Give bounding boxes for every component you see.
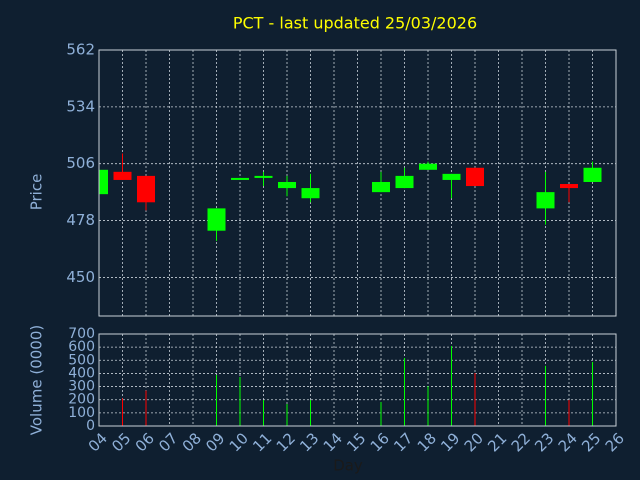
x-tick-label: 12 [273,429,299,455]
candle-body [278,181,296,189]
x-tick-label: 26 [602,429,628,455]
candle-body [583,167,602,182]
x-tick-label: 11 [249,429,275,455]
candle-body [207,208,226,231]
x-tick-label: 17 [390,429,416,455]
volume-frame [98,333,617,427]
y-axis-label: Volume (0000) [28,325,46,435]
y-tick-label: 478 [66,211,95,229]
x-tick-label: 15 [343,429,369,455]
chart-title: PCT - last updated 25/03/2026 [233,14,477,33]
candle-body [231,177,249,180]
y-tick-label: 100 [68,405,95,421]
candle-body [301,188,320,199]
candle-body [372,181,390,193]
x-tick-label: 10 [226,429,252,455]
x-tick-label: 23 [531,429,557,455]
x-axis-label: Day [333,457,363,475]
x-tick-label: 08 [179,429,205,455]
x-tick-label: 24 [555,429,581,455]
x-tick-label: 20 [461,429,487,455]
candle-body [99,169,108,195]
candle-body [536,192,555,209]
y-tick-label: 300 [68,379,95,395]
candle-body [137,175,155,203]
x-tick-label: 13 [296,429,322,455]
candle-body [560,184,578,189]
x-tick-label: 14 [320,429,346,455]
y-tick-label: 562 [66,41,95,59]
x-tick-label: 25 [578,429,604,455]
y-axis-label: Price [28,174,46,211]
x-tick-label: 21 [484,429,510,455]
candle-body [254,175,273,178]
candle-body [113,171,132,180]
x-tick-label: 18 [414,429,440,455]
y-tick-label: 450 [66,268,95,286]
y-tick-label: 200 [68,392,95,408]
x-tick-label: 05 [108,429,134,455]
y-tick-label: 700 [68,326,95,342]
candle-body [395,175,414,189]
y-tick-label: 534 [66,97,95,115]
x-tick-label: 07 [155,429,181,455]
x-tick-label: 19 [437,429,463,455]
candle-body [466,167,484,187]
y-tick-label: 400 [68,365,95,381]
candle-body [442,173,461,180]
candles [99,153,602,241]
x-tick-label: 06 [132,429,158,455]
y-tick-label: 600 [68,339,95,355]
y-tick-label: 0 [86,418,95,434]
price-frame [98,49,617,317]
x-tick-label: 22 [508,429,534,455]
candle-body [419,163,437,170]
y-tick-label: 506 [66,154,95,172]
y-tick-label: 500 [68,352,95,368]
x-tick-label: 16 [367,429,393,455]
x-tick-label: 09 [202,429,228,455]
